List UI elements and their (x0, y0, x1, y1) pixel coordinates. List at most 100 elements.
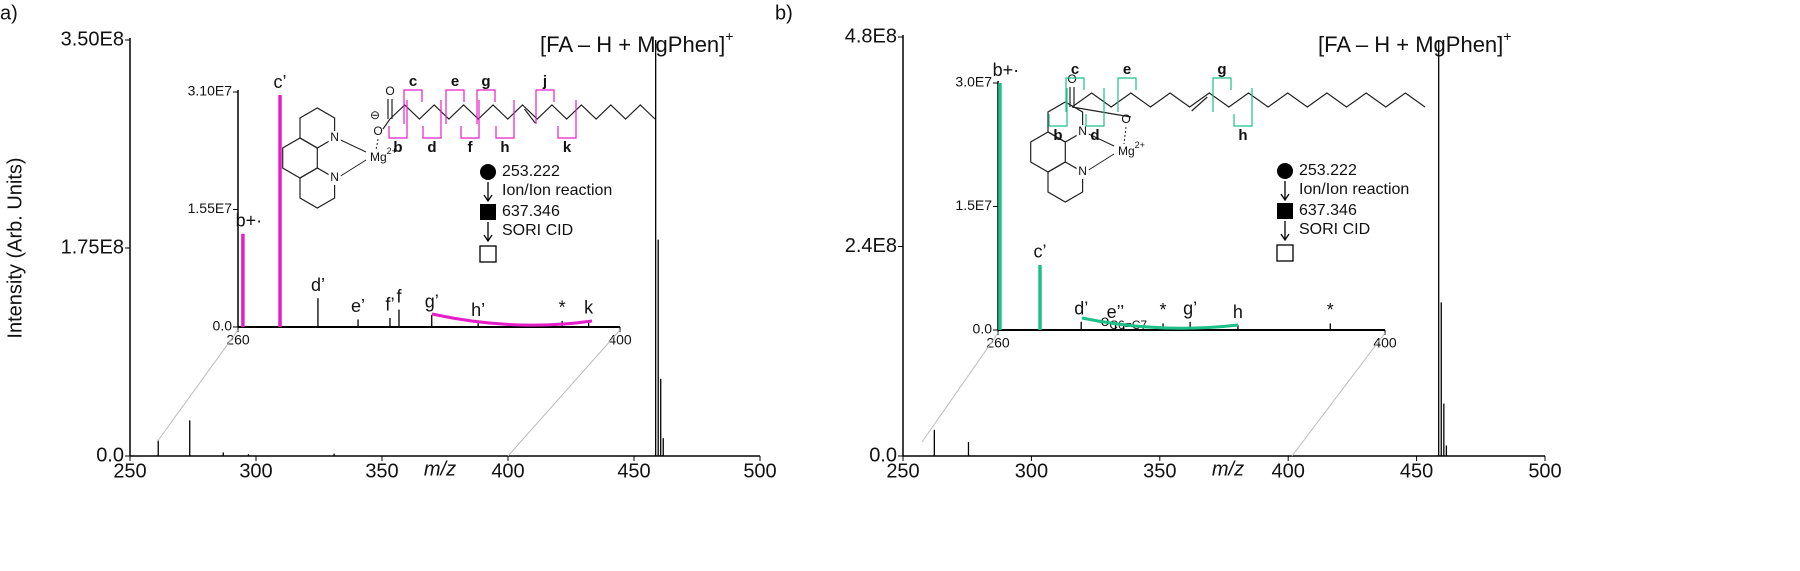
region-curve (1081, 316, 1239, 330)
peak-label: g’ (425, 292, 439, 312)
atom-label: N (1078, 164, 1087, 178)
x-tick-label: 350 (1143, 460, 1176, 482)
atom-label-charge: 2+ (387, 146, 397, 156)
chart-title: [FA – H + MgPhen]+ (540, 28, 733, 57)
y-axis-label: Intensity (Arb. Units) (4, 157, 26, 338)
carbon-chain (1071, 92, 1426, 108)
charge-label: ⊖ (370, 108, 380, 122)
atom-label: O (373, 124, 382, 138)
peak-label: d’ (1074, 299, 1088, 319)
cleavage-bracket (388, 100, 408, 139)
ring (282, 137, 318, 179)
cleavage-label: d (1090, 127, 1099, 144)
x-tick-label: 450 (617, 460, 650, 482)
fragment-symbol (1276, 244, 1294, 262)
title-sup: + (1503, 28, 1511, 44)
y-tick-label: 4.8E8 (845, 25, 897, 47)
cleavage-bracket (535, 89, 555, 124)
atom-bg (1076, 125, 1089, 139)
x-tick-label: 300 (239, 460, 272, 482)
cleavage-label: h (500, 139, 509, 156)
scheme-text: 637.346 (502, 203, 560, 220)
y-tick-label: 0.0 (213, 318, 233, 334)
peak-label: b+· (993, 60, 1020, 80)
y-tick-label: 2.4E8 (845, 235, 897, 257)
peak-label: f’ (385, 295, 394, 315)
coord-bond (375, 138, 379, 151)
precursor-symbol (480, 164, 496, 180)
atom-label: N (330, 130, 339, 144)
x-tick-label: 450 (1400, 460, 1433, 482)
cleavage-bracket (1048, 88, 1068, 127)
scheme-text: SORI CID (502, 222, 573, 239)
x-tick-label: 400 (491, 460, 524, 482)
atom-label-main: Mg (1118, 144, 1135, 158)
title-text: [FA – H + MgPhen] (1318, 32, 1503, 57)
peak-label: f (396, 286, 402, 306)
region-curve (431, 312, 593, 327)
x-tick-label: 260 (986, 335, 1010, 351)
scheme-text: Ion/Ion reaction (1299, 181, 1409, 198)
atom-label-charge: 2+ (1135, 140, 1145, 150)
x-axis-label: m/z (1212, 458, 1244, 480)
scheme-arrow (1280, 221, 1290, 242)
atom-bg (1076, 165, 1089, 179)
atom-label-main: Mg (370, 150, 387, 164)
peak-label: b+· (236, 211, 263, 231)
cleavage-bracket (403, 89, 423, 124)
y-tick-label: 3.50E8 (61, 28, 124, 50)
x-tick-label: 250 (886, 460, 919, 482)
cleavage-label: g (481, 73, 490, 90)
bond (1071, 106, 1132, 118)
peak-label: * (559, 298, 566, 318)
cleavage-label: e (451, 73, 459, 90)
cleavage-bracket (1233, 88, 1253, 127)
y-tick-label: 3.0E7 (955, 74, 992, 90)
x-tick-label: 500 (1528, 460, 1561, 482)
atom-bg (328, 171, 341, 185)
cleavage-bracket (495, 100, 515, 139)
atom-label: Mg2+ (370, 146, 397, 164)
peak-label: d’ (311, 275, 325, 295)
scheme-text: 253.222 (502, 163, 560, 180)
zoom-connector (921, 332, 999, 443)
scheme-arrow (483, 182, 493, 203)
y-tick-label: 3.10E7 (188, 83, 233, 99)
double-bond (524, 108, 536, 124)
title-text: [FA – H + MgPhen] (540, 32, 725, 57)
scheme-text: 253.222 (1299, 162, 1357, 179)
product-symbol (480, 204, 496, 220)
cleavage-bracket (1085, 88, 1105, 127)
carbon-chain (389, 104, 656, 120)
coord-bond (1088, 133, 1115, 147)
peak-label: c’ (274, 72, 287, 92)
atom-bg (328, 131, 341, 145)
atom-label: O (385, 84, 394, 98)
peak-label: k (584, 298, 594, 318)
scheme-text: SORI CID (1299, 221, 1370, 238)
ring (1047, 101, 1084, 143)
panel-label: b) (775, 2, 793, 24)
peak-label: g’ (1183, 299, 1197, 319)
cleavage-bracket (1117, 77, 1137, 112)
cleavage-label: h (1238, 127, 1247, 144)
atom-label: O (1067, 72, 1076, 86)
cleavage-bracket (557, 100, 577, 139)
atom-label: Mg2+ (1118, 140, 1145, 158)
cleavage-label: b (393, 139, 402, 156)
peak-label: * (1327, 300, 1334, 320)
coord-bond (340, 159, 367, 177)
peak-label: e’ (351, 296, 365, 316)
double-bond (1191, 96, 1208, 112)
cleavage-bracket (1065, 77, 1085, 112)
scheme-arrow (1280, 181, 1290, 202)
y-tick-label: 1.5E7 (955, 197, 992, 213)
coord-bond (1088, 153, 1115, 171)
cleavage-bracket (460, 100, 480, 139)
cleavage-bracket (422, 100, 442, 139)
cleavage-label: c (409, 73, 417, 90)
x-tick-label: 400 (1373, 335, 1397, 351)
coord-bond (1123, 126, 1127, 145)
title-sup: + (725, 28, 733, 44)
